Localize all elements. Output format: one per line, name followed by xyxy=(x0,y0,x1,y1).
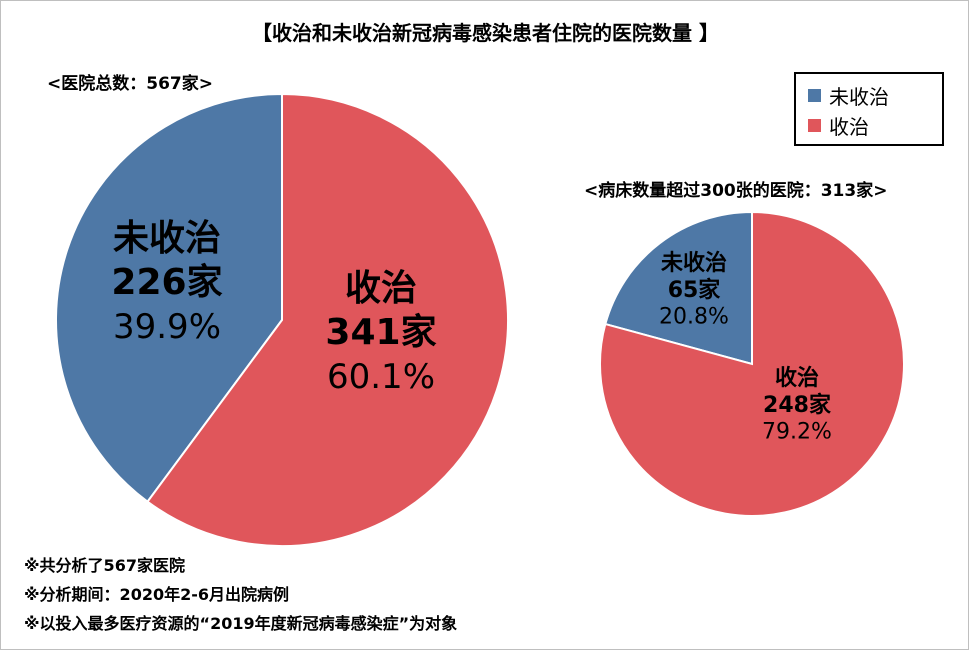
legend-swatch-uncontained xyxy=(808,88,821,102)
chart-title: 【收治和未收治新冠病毒感染患者住院的医院数量 】 xyxy=(252,21,719,45)
pie2-uncontained-name-label: 未收治 xyxy=(661,250,727,276)
pie1-uncontained-percent-label: 39.9% xyxy=(113,307,221,347)
pie2-slice-uncontained xyxy=(604,210,753,366)
footnote-3: ※以投入最多医疗资源的“2019年度新冠病毒感染症”为对象 xyxy=(24,614,458,633)
footnotes: ※共分析了567家医院 ※分析期间：2020年2-6月出院病例 ※以投入最多医疗… xyxy=(24,551,457,638)
pie2-contained-count-label: 248家 xyxy=(763,392,832,418)
legend-item-uncontained: 未收治 xyxy=(808,82,889,109)
pie1-contained-count-label: 341家 xyxy=(325,312,436,353)
right-pie-subtitle: <病床数量超过300张的医院：313家> xyxy=(584,181,888,201)
pie2-slice-contained xyxy=(599,210,905,517)
legend-label-uncontained: 未收治 xyxy=(829,84,889,109)
pie1-slice-uncontained xyxy=(55,92,283,504)
legend-label-contained: 收治 xyxy=(829,114,869,139)
legend: 未收治 收治 xyxy=(794,72,944,146)
pie1-contained-name-label: 收治 xyxy=(345,268,417,309)
pie1-uncontained-count-label: 226家 xyxy=(111,262,222,303)
left-pie-subtitle: <医院总数：567家> xyxy=(47,74,213,94)
pie1-contained-percent-label: 60.1% xyxy=(327,357,435,397)
footnote-1: ※共分析了567家医院 xyxy=(24,556,185,575)
pie1-slice-contained xyxy=(146,92,509,547)
legend-swatch-contained xyxy=(808,118,821,132)
pie1-uncontained-name-label: 未收治 xyxy=(113,218,221,259)
legend-item-contained: 收治 xyxy=(808,112,869,139)
pie2-contained-percent-label: 79.2% xyxy=(762,420,832,445)
pie2-uncontained-count-label: 65家 xyxy=(668,277,722,303)
footnote-2: ※分析期间：2020年2-6月出院病例 xyxy=(24,585,289,604)
pie2-contained-name-label: 收治 xyxy=(775,365,819,391)
pie2-uncontained-percent-label: 20.8% xyxy=(659,305,729,330)
